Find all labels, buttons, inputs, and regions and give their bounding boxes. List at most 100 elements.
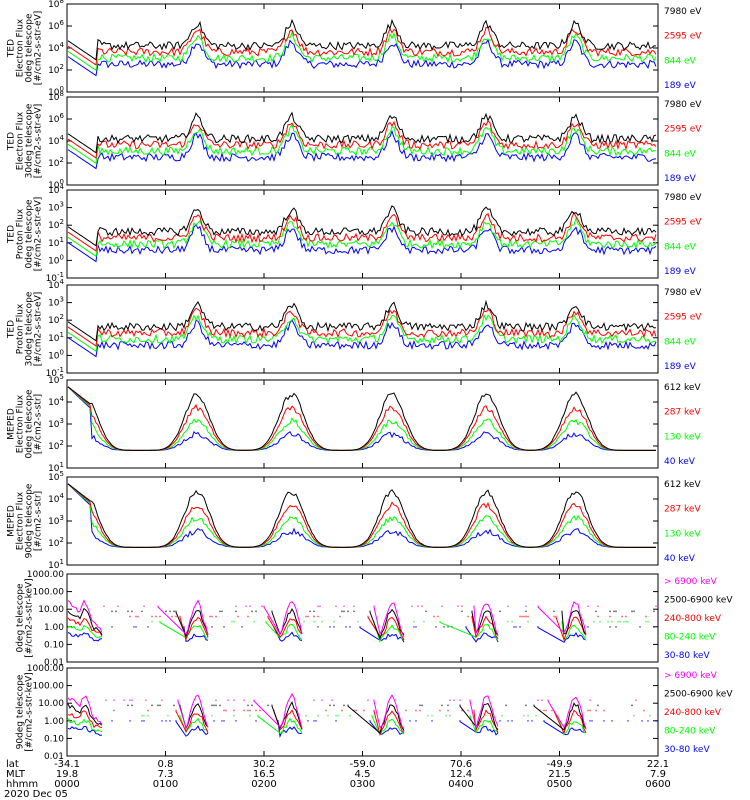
panel-1: 100 102 104 106 108 TEDElectron Flux0deg tele…	[7, 0, 703, 98]
y-tick-label: 0.01	[44, 752, 64, 762]
legend-entry: > 6900 keV	[664, 577, 718, 587]
legend-entry: 287 keV	[664, 505, 701, 515]
legend-entry: 130 keV	[664, 529, 701, 539]
legend-entry: 2500-6900 keV	[664, 596, 733, 606]
y-tick-label: 102	[48, 218, 64, 231]
xaxis-date: 2020 Dec 05	[4, 789, 68, 800]
legend-entry: 612 keV	[664, 480, 701, 490]
legend-entry: 130 keV	[664, 432, 701, 442]
panel-frame	[66, 379, 659, 469]
series-287-kev	[67, 386, 656, 451]
series-40-kev	[67, 483, 656, 548]
y-tick-label: 101	[48, 236, 64, 249]
y-tick-label: 10-1	[46, 271, 64, 284]
panel-2: 100 102 104 106 108 TEDElectron Flux30deg tel…	[7, 90, 703, 191]
legend-entry: 2500-6900 keV	[664, 690, 733, 700]
y-tick-label: 10-1	[46, 366, 64, 379]
panel-8: 1000.00 100.00 10.00 1.00 0.10 0.01 90deg tele…	[16, 664, 734, 762]
y-tick-label: 104	[48, 492, 64, 505]
y-tick-label: 102	[48, 439, 64, 452]
series-240-800-kev	[67, 709, 645, 736]
panel-frame	[66, 476, 659, 566]
legend-entry: 844 eV	[664, 149, 697, 159]
panel-frame	[66, 667, 659, 757]
y-tick-label: 10.00	[38, 699, 64, 709]
y-tick-label: 105	[48, 373, 64, 386]
legend-entry: 80-240 keV	[664, 727, 716, 737]
legend-entry: 844 eV	[664, 56, 697, 66]
x-tick-label: 0500	[547, 779, 572, 790]
x-tick-label: 22.1	[647, 759, 669, 770]
y-tick-label: 101	[48, 558, 64, 571]
y-tick-label: 10.00	[38, 605, 64, 615]
y-tick-label: 104	[48, 183, 64, 196]
y-tick-label: 100.00	[33, 682, 65, 692]
xaxis-row-mlt-label: MLT	[6, 769, 26, 780]
legend-entry: 844 eV	[664, 242, 697, 252]
panels: 100 102 104 106 108 TEDElectron Flux0deg tele…	[7, 0, 734, 762]
y-tick-label: 102	[48, 63, 64, 76]
y-tick-label: 108	[48, 0, 64, 10]
panel-3: 10-1 100 101 102 103 104 TEDProton Flux0deg te…	[7, 183, 703, 284]
legend-entry: 40 keV	[664, 457, 696, 467]
y-axis-label: TEDProton Flux30deg telescope[#/cm2-s-st…	[7, 291, 44, 366]
legend-entry: 189 eV	[664, 174, 697, 184]
legend-entry: 7980 eV	[664, 193, 702, 203]
legend-entry: 2595 eV	[664, 218, 702, 228]
legend-entry: > 6900 keV	[664, 671, 718, 681]
y-tick-label: 104	[48, 395, 64, 408]
series-844-ev	[67, 124, 657, 165]
y-tick-label: 106	[48, 19, 64, 32]
x-tick-label: 21.5	[548, 769, 570, 780]
series-30-80-kev	[67, 720, 657, 738]
legend-entry: 612 keV	[664, 383, 701, 393]
series-40-kev	[67, 386, 656, 451]
y-axis-label: 0deg telescope[#/cm2-s-str-keV]	[16, 578, 35, 657]
y-axis-label: TEDProton Flux0deg telescope[#/cm2-s-str…	[7, 197, 44, 272]
series-2500-6900-kev	[67, 700, 633, 734]
x-tick-label: 0300	[350, 779, 375, 790]
y-tick-label: 103	[48, 296, 64, 309]
series-7980-ev	[67, 299, 657, 342]
panel-6: 101 102 103 104 105 MEPEDElectron Flux90deg t…	[7, 470, 702, 571]
y-tick-label: 100.00	[33, 588, 65, 598]
x-tick-label: 70.6	[450, 759, 472, 770]
legend-entry: 7980 eV	[664, 7, 702, 17]
series-844-ev	[67, 313, 657, 353]
x-tick-label: 4.5	[355, 769, 371, 780]
series-844-ev	[67, 216, 657, 258]
y-tick-label: 106	[48, 112, 64, 125]
x-tick-label: 0100	[153, 779, 178, 790]
xaxis-row-lat-label: lat	[6, 759, 19, 770]
y-tick-label: 105	[48, 470, 64, 483]
y-axis-label: 90deg telescope[#/cm2-s-str-keV]	[16, 672, 35, 751]
series-189-ev	[67, 129, 657, 170]
legend-entry: 844 eV	[664, 337, 697, 347]
panel-5: 101 102 103 104 105 MEPEDElectron Flux0deg te…	[7, 373, 702, 474]
series-189-ev	[67, 318, 657, 358]
y-tick-label: 100	[48, 253, 64, 266]
panel-7: 1000.00 100.00 10.00 1.00 0.10 0.01 0deg teles…	[16, 570, 734, 668]
y-tick-label: 1000.00	[27, 664, 64, 674]
series-7980-ev	[67, 18, 657, 61]
series-2500-6900-kev	[67, 607, 655, 641]
y-tick-label: 1000.00	[27, 570, 64, 580]
series-2595-ev	[67, 307, 657, 347]
legend-entry: 2595 eV	[664, 313, 702, 323]
y-axis-label: MEPEDElectron Flux90deg telescope[#/cm2-…	[7, 483, 44, 558]
y-tick-label: 0.01	[44, 658, 64, 668]
legend-entry: 30-80 keV	[664, 745, 710, 755]
legend-entry: 80-240 keV	[664, 633, 716, 643]
series--6900-kev	[67, 599, 657, 638]
legend-entry: 240-800 keV	[664, 708, 722, 718]
legend-entry: 2595 eV	[664, 125, 702, 135]
panel-frame	[66, 189, 659, 279]
y-tick-label: 0.10	[44, 640, 64, 650]
y-tick-label: 100	[48, 178, 64, 191]
legend-entry: 189 eV	[664, 362, 697, 372]
y-axis-label: TEDElectron Flux0deg telescope[#/cm2-s-s…	[7, 11, 44, 86]
x-tick-label: -59.0	[350, 759, 376, 770]
y-tick-label: 100	[48, 85, 64, 98]
y-axis-label: MEPEDElectron Flux0deg telescope[#/cm2-s…	[7, 389, 44, 459]
